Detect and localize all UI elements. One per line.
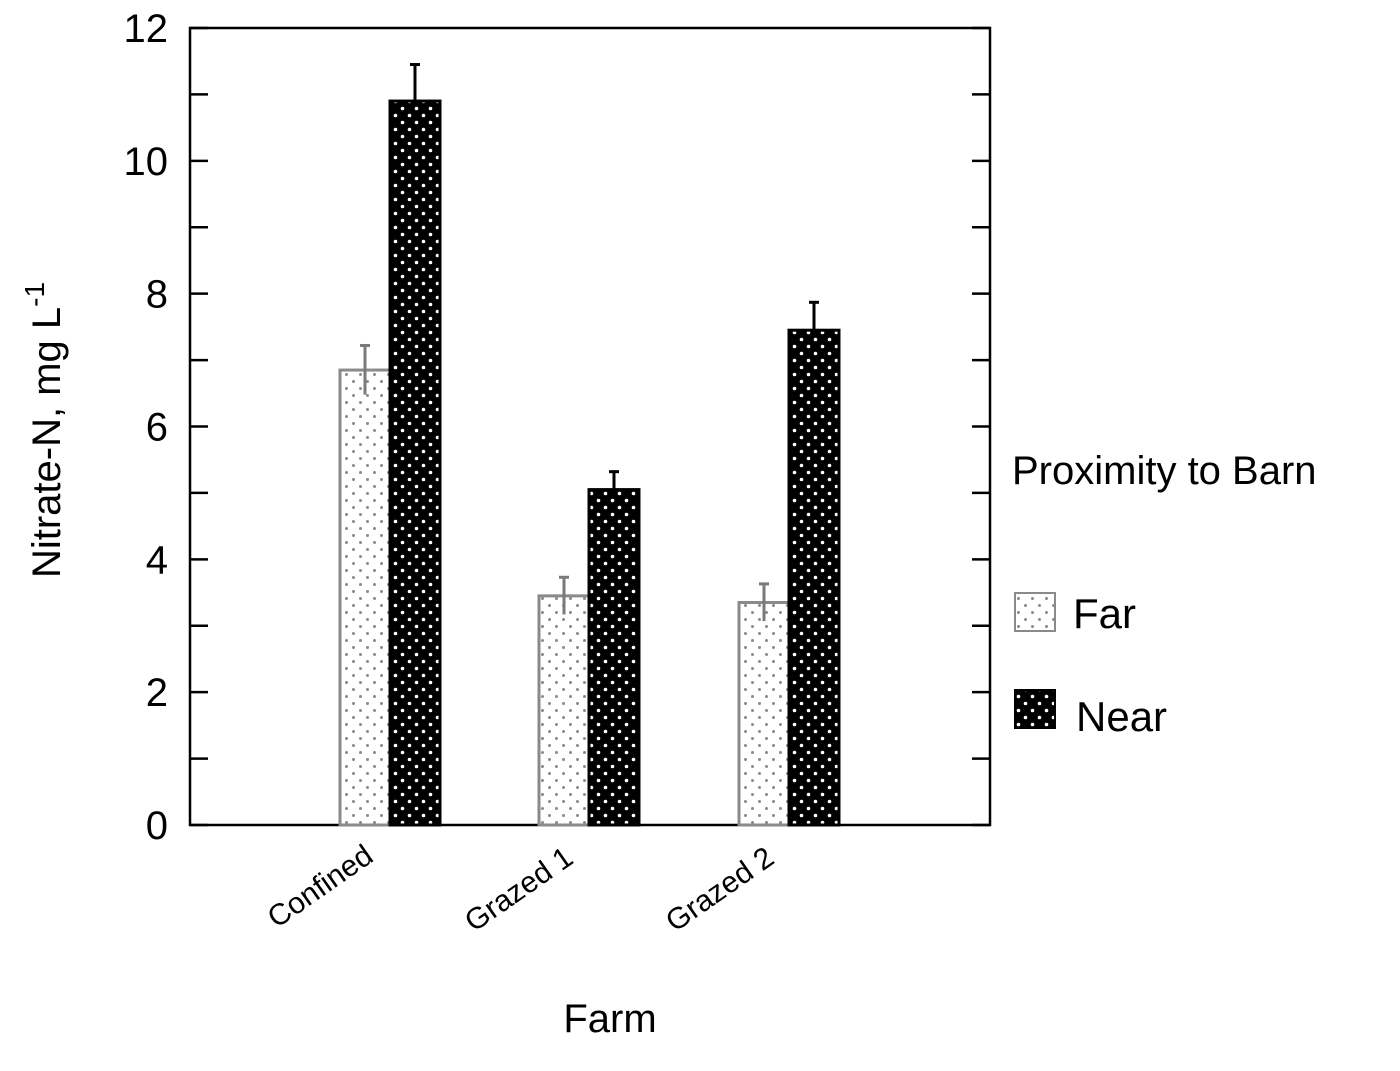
y-axis-title: Nitrate-N, mg L-1 xyxy=(19,282,69,578)
bar-near-grazed-2 xyxy=(787,300,841,827)
x-category-label: Grazed 1 xyxy=(459,841,579,939)
y-tick-label: 6 xyxy=(146,406,168,450)
x-category-label: Confined xyxy=(262,839,379,935)
bars xyxy=(338,63,841,827)
y-tick-label: 0 xyxy=(146,804,168,848)
y-tick-label: 2 xyxy=(146,671,168,715)
y-tick-label: 12 xyxy=(124,7,169,51)
x-category-label: Grazed 2 xyxy=(660,841,780,939)
bar-near-confined xyxy=(388,63,442,827)
bar-far-grazed-2 xyxy=(737,582,791,827)
bar-near-grazed-1 xyxy=(587,470,641,827)
legend-item-near: Near xyxy=(1014,689,1167,740)
legend-item-far: Far xyxy=(1014,590,1136,637)
legend-label-near: Near xyxy=(1076,693,1167,740)
x-axis-title: Farm xyxy=(563,997,656,1041)
y-axis: 0 2 4 6 8 10 12 xyxy=(124,7,990,848)
y-tick-label: 10 xyxy=(124,140,169,184)
bar-far-grazed-1 xyxy=(537,575,591,827)
y-tick-label: 8 xyxy=(146,273,168,317)
legend-swatch-near xyxy=(1014,689,1056,729)
legend: Proximity to Barn Far Near xyxy=(1012,449,1317,740)
legend-swatch-far xyxy=(1014,592,1056,632)
legend-title: Proximity to Barn xyxy=(1012,449,1317,493)
legend-label-far: Far xyxy=(1073,590,1136,637)
bar-far-confined xyxy=(338,343,392,827)
x-axis-categories: Confined Grazed 1 Grazed 2 xyxy=(262,839,780,939)
y-tick-label: 4 xyxy=(146,538,168,582)
